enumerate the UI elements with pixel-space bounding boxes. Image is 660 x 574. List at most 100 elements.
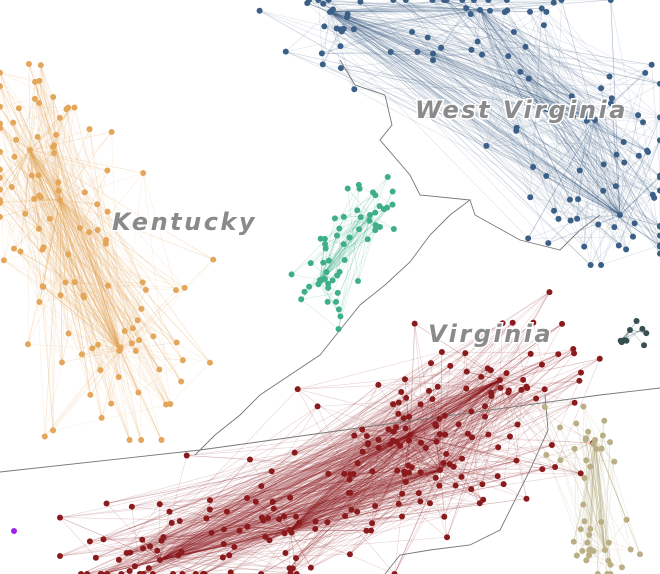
edge: [299, 411, 472, 523]
edge: [29, 149, 86, 193]
edge: [29, 102, 40, 151]
edge: [42, 199, 61, 287]
edge: [0, 72, 36, 83]
edge: [587, 431, 606, 551]
edge: [0, 106, 61, 201]
edge: [525, 46, 625, 163]
edge: [33, 198, 69, 334]
edge: [289, 389, 522, 531]
edge: [91, 230, 98, 349]
edge: [59, 131, 112, 201]
edge: [488, 0, 660, 178]
edge: [590, 119, 596, 266]
edge: [272, 469, 441, 503]
edge: [0, 177, 121, 351]
edge: [409, 379, 501, 436]
edge: [129, 323, 563, 572]
edge: [329, 11, 653, 196]
edge: [40, 65, 66, 283]
node: [533, 395, 540, 402]
region-label: Kentucky: [112, 208, 257, 236]
edge: [610, 103, 621, 216]
edge: [31, 175, 160, 370]
edge: [289, 442, 422, 531]
node: [276, 516, 283, 523]
edge: [594, 119, 660, 178]
node: [375, 436, 382, 443]
node: [613, 151, 620, 158]
edge: [29, 149, 81, 229]
node: [450, 463, 457, 470]
edge: [52, 349, 121, 431]
edge: [586, 560, 623, 568]
node: [97, 571, 104, 574]
edge: [409, 364, 543, 436]
edge: [222, 469, 441, 558]
node: [293, 571, 300, 574]
region-label: West Virginia: [415, 96, 628, 124]
edge: [40, 197, 143, 283]
edge: [289, 384, 379, 531]
edge: [354, 88, 634, 237]
edge: [409, 376, 482, 436]
edge: [486, 119, 596, 147]
edge: [159, 353, 575, 561]
edge: [388, 429, 498, 477]
edge: [583, 406, 604, 436]
edge: [0, 106, 61, 201]
edge: [29, 149, 160, 370]
edge: [38, 102, 171, 405]
edge: [40, 65, 134, 329]
node: [432, 474, 439, 481]
edge: [139, 387, 528, 574]
node: [325, 257, 332, 264]
edge: [261, 402, 399, 487]
edge: [273, 466, 556, 509]
node: [270, 505, 277, 512]
edge: [289, 379, 501, 531]
edge: [59, 403, 394, 557]
edge: [394, 434, 411, 574]
node: [132, 348, 139, 355]
edge: [499, 353, 559, 381]
edge: [3, 259, 132, 344]
edge: [398, 392, 509, 505]
node: [71, 104, 78, 111]
edge: [59, 199, 102, 418]
edge: [0, 72, 40, 82]
edge: [59, 199, 185, 289]
node: [644, 147, 651, 154]
edge: [40, 196, 61, 201]
node: [444, 534, 451, 541]
edge: [310, 488, 472, 568]
node: [8, 183, 15, 190]
state-borders: [0, 59, 660, 574]
edge: [414, 323, 501, 381]
edge: [420, 471, 484, 501]
edge: [29, 149, 101, 371]
edge: [340, 67, 596, 121]
edge: [308, 0, 621, 216]
edge: [525, 46, 621, 216]
edge: [319, 214, 371, 281]
edge: [357, 210, 376, 226]
edge: [12, 122, 121, 351]
node: [36, 99, 43, 106]
edge: [159, 397, 407, 561]
edge: [326, 214, 371, 273]
edge: [59, 199, 138, 321]
edge: [465, 7, 596, 121]
edge: [101, 349, 121, 418]
node: [390, 428, 397, 435]
edge: [329, 11, 579, 200]
edge: [209, 499, 291, 531]
node: [587, 262, 594, 268]
edge: [437, 379, 501, 388]
edge: [445, 0, 596, 121]
edge: [329, 11, 547, 110]
edge: [308, 0, 481, 11]
edge: [546, 454, 615, 462]
node: [607, 561, 614, 568]
edge: [285, 51, 596, 121]
edge: [332, 9, 481, 11]
